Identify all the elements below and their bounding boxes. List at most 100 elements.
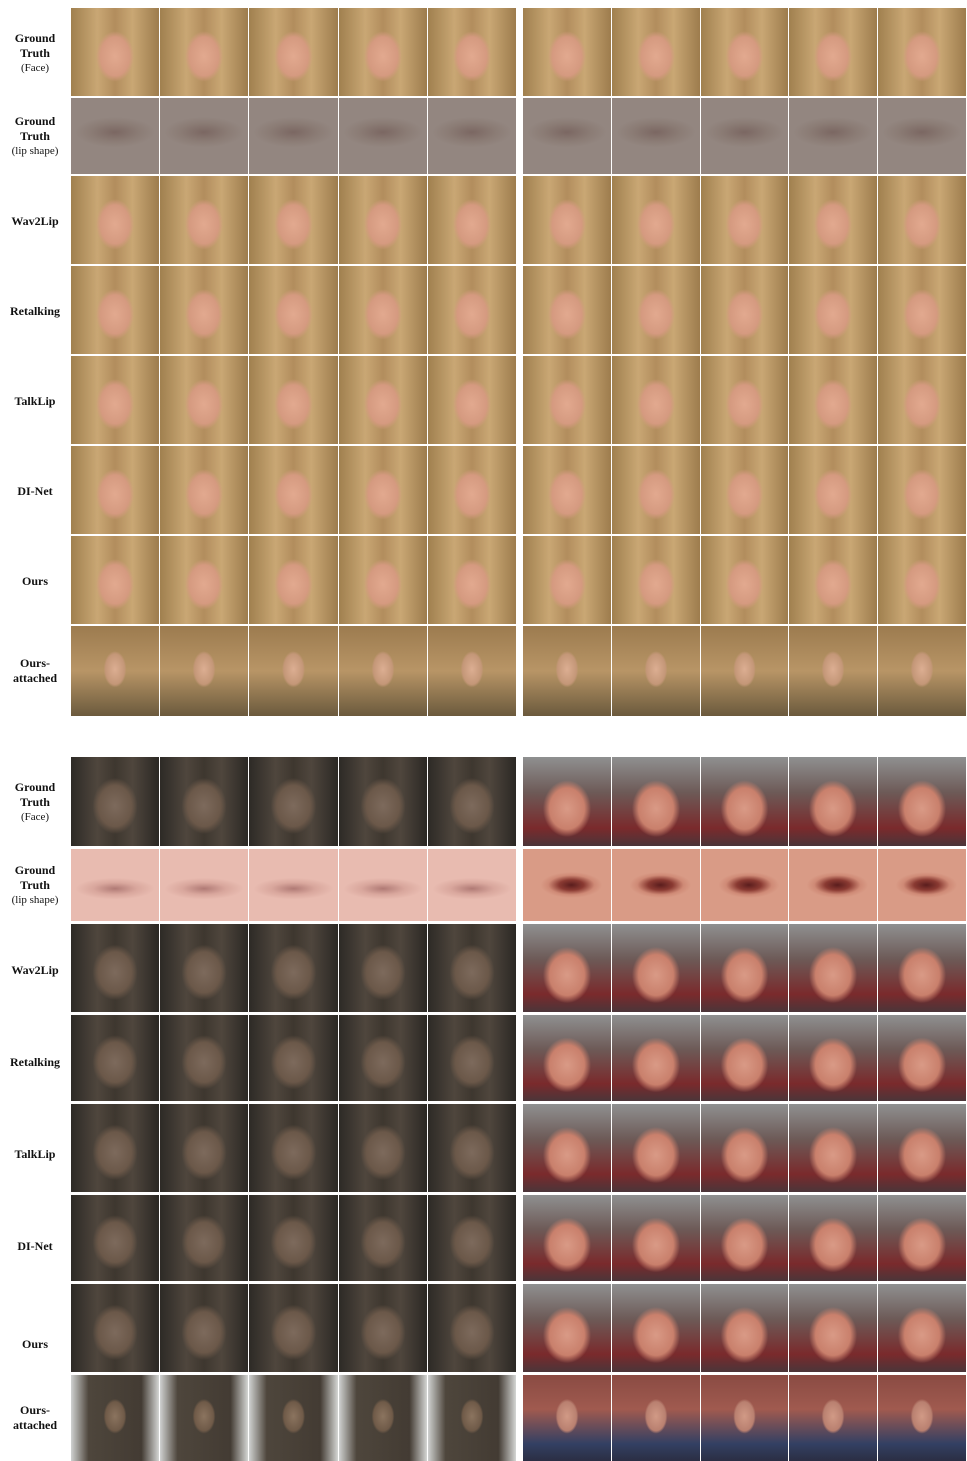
frame-image: [878, 626, 966, 716]
frame-image: [878, 1104, 966, 1192]
top-panel-right-gt-lip: [523, 98, 966, 174]
frame-image: [789, 1015, 878, 1101]
frame-image: [160, 536, 249, 624]
frame-image: [338, 536, 427, 624]
top-panel-right-dinet: [523, 446, 966, 534]
frame-image: [789, 757, 878, 846]
row-label-sub: (lip shape): [11, 144, 59, 157]
frame-image: [160, 1015, 249, 1101]
frame-image: [427, 757, 516, 846]
frame-image: [878, 1375, 966, 1461]
frame-image: [878, 356, 966, 444]
frame-image: [878, 1195, 966, 1281]
frame-image: [249, 757, 338, 846]
frame-image: [249, 1375, 338, 1461]
bottom-panel-right-retalking: [523, 1015, 966, 1101]
row-label-talklip-bottom: TalkLip: [14, 1146, 56, 1161]
row-label-wav2lip-top: Wav2Lip: [11, 213, 59, 228]
frame-image: [338, 924, 427, 1012]
bottom-panel-right-talklip: [523, 1104, 966, 1192]
bottom-panel-right-wav2lip: [523, 924, 966, 1012]
row-label-ours-attached-bottom: Ours-attached: [13, 1403, 57, 1432]
bottom-panel-right-gt-lip: [523, 849, 966, 921]
frame-image: [249, 1195, 338, 1281]
frame-image: [71, 626, 160, 716]
frame-image: [611, 1375, 700, 1461]
frame-image: [71, 1015, 160, 1101]
row-label-retalking-top: Retalking: [9, 303, 60, 318]
frame-image: [338, 1104, 427, 1192]
frame-image: [338, 626, 427, 716]
row-label-gt-face-top: Ground Truth (Face): [0, 10, 70, 96]
frame-image: [700, 757, 789, 846]
frame-image: [700, 98, 789, 174]
frame-image: [249, 446, 338, 534]
frame-image: [71, 98, 160, 174]
row-label-dinet-bottom: DI-Net: [17, 1238, 53, 1253]
frame-image: [611, 176, 700, 264]
frame-image: [789, 1284, 878, 1372]
frame-image: [338, 1375, 427, 1461]
frame-image: [611, 8, 700, 96]
top-panel-left-gt-face: [71, 8, 516, 96]
frame-image: [160, 1195, 249, 1281]
top-panel-left-retalking: [71, 266, 516, 354]
row-label-retalking-bottom: Retalking: [9, 1054, 60, 1069]
frame-image: [427, 1015, 516, 1101]
row-label-gt-lip-top: Ground Truth (lip shape): [0, 98, 70, 174]
frame-image: [249, 8, 338, 96]
frame-image: [789, 1375, 878, 1461]
frame-image: [878, 98, 966, 174]
frame-image: [789, 626, 878, 716]
row-label-wav2lip-bottom: Wav2Lip: [11, 962, 59, 977]
top-panel-right-wav2lip: [523, 176, 966, 264]
frame-image: [611, 1284, 700, 1372]
frame-image: [160, 1375, 249, 1461]
top-panel-left-ours-attached: [71, 626, 516, 716]
frame-image: [789, 536, 878, 624]
frame-image: [160, 446, 249, 534]
frame-image: [700, 8, 789, 96]
row-label-ours-bottom: Ours: [21, 1336, 48, 1351]
frame-image: [71, 1195, 160, 1281]
frame-image: [700, 446, 789, 534]
frame-image: [338, 849, 427, 921]
frame-image: [878, 446, 966, 534]
frame-image: [338, 1195, 427, 1281]
frame-image: [523, 1284, 611, 1372]
frame-image: [338, 446, 427, 534]
frame-image: [789, 8, 878, 96]
frame-image: [338, 757, 427, 846]
frame-image: [427, 536, 516, 624]
frame-image: [427, 1195, 516, 1281]
frame-image: [160, 176, 249, 264]
frame-image: [789, 98, 878, 174]
frame-image: [700, 1375, 789, 1461]
frame-image: [789, 1195, 878, 1281]
row-label-ours-attached-top: Ours-attached: [13, 656, 57, 685]
frame-image: [700, 1284, 789, 1372]
frame-image: [427, 446, 516, 534]
top-panel-left-ours: [71, 536, 516, 624]
frame-image: [249, 536, 338, 624]
frame-image: [789, 446, 878, 534]
bottom-panel-left-ours-attached: [71, 1375, 516, 1461]
frame-image: [523, 924, 611, 1012]
frame-image: [249, 266, 338, 354]
frame-image: [160, 8, 249, 96]
frame-image: [160, 626, 249, 716]
frame-image: [789, 266, 878, 354]
frame-image: [789, 924, 878, 1012]
frame-image: [427, 1375, 516, 1461]
frame-image: [71, 1284, 160, 1372]
frame-image: [523, 1195, 611, 1281]
frame-image: [71, 1375, 160, 1461]
frame-image: [160, 1284, 249, 1372]
row-label-sub: (lip shape): [11, 893, 59, 906]
frame-image: [611, 266, 700, 354]
frame-image: [427, 1284, 516, 1372]
frame-image: [338, 8, 427, 96]
frame-image: [611, 849, 700, 921]
frame-image: [878, 266, 966, 354]
frame-image: [611, 626, 700, 716]
